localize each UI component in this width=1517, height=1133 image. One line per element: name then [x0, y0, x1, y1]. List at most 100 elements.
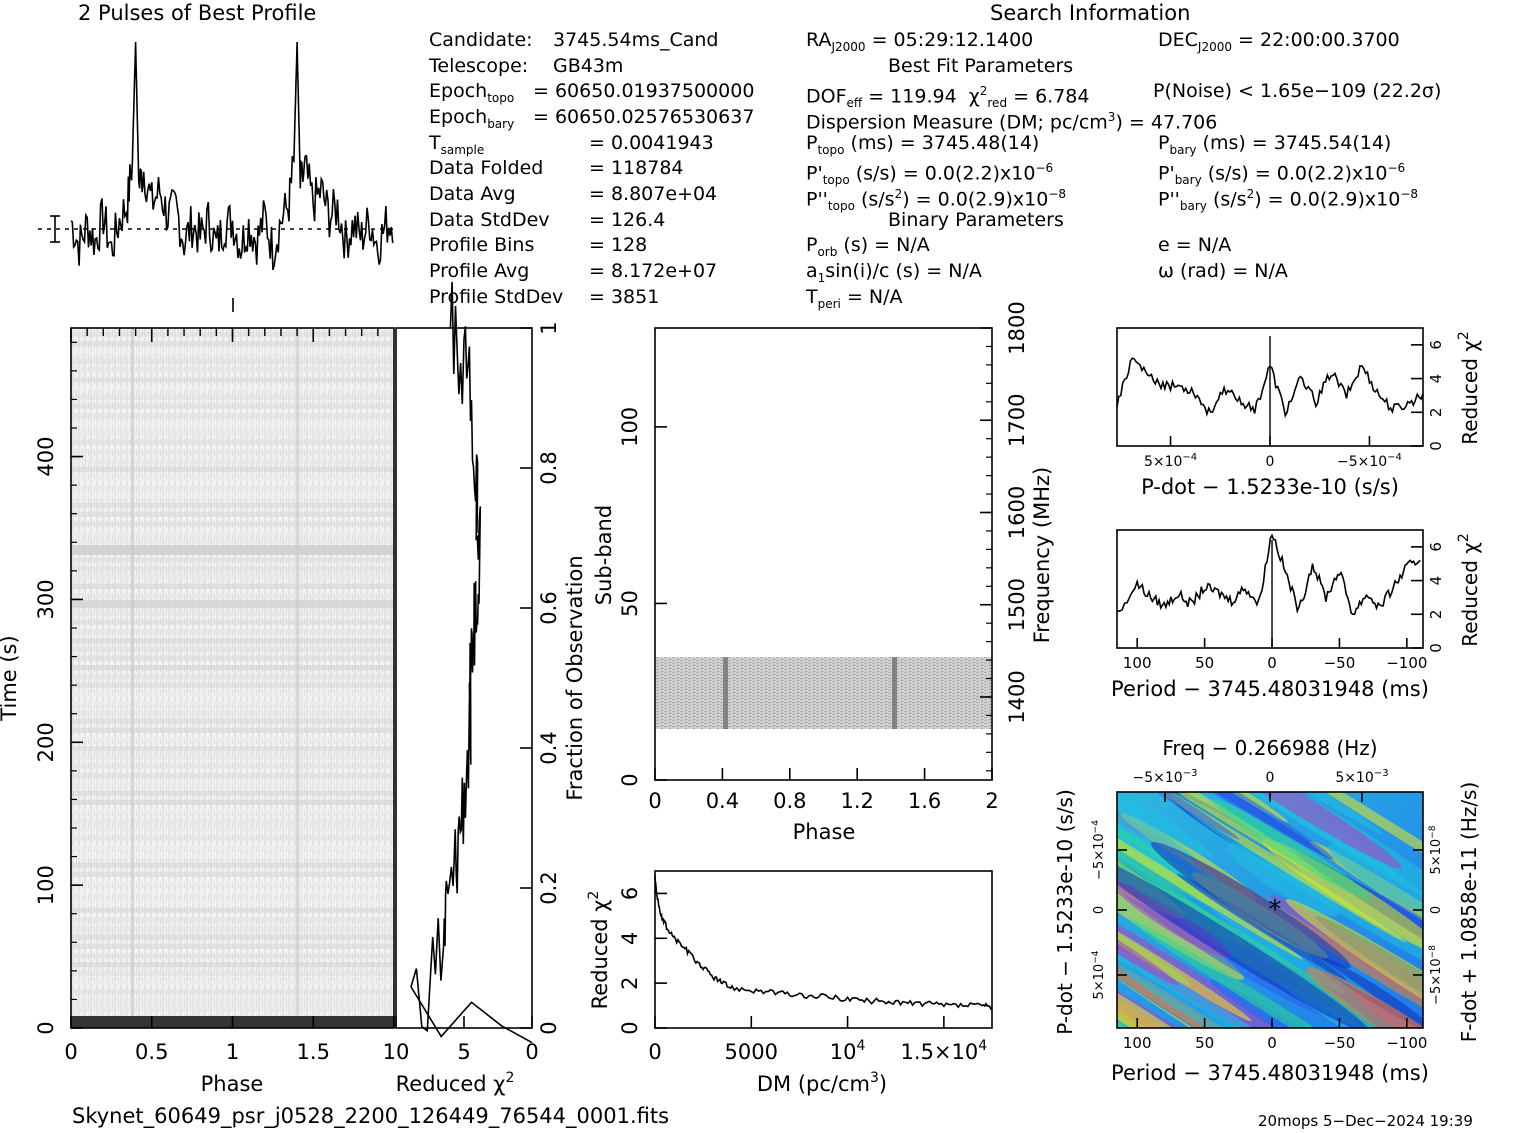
- info-tsample-value: = 0.0041943: [589, 132, 714, 154]
- chi2-time-plot: [395, 281, 533, 1044]
- info-profile-avg-label: Profile Avg: [429, 260, 530, 282]
- time-band: [71, 656, 394, 661]
- time-band: [71, 665, 394, 670]
- time-band: [71, 746, 394, 751]
- dm-xtick-labels: 0 5000 104 1.5×104: [648, 1038, 987, 1064]
- dm-chi2-label: Reduced χ2: [586, 891, 612, 1010]
- ppdot-contour: [1151, 841, 1351, 969]
- ytick-label: 2: [618, 976, 642, 989]
- subband-plot: [654, 327, 993, 781]
- info-data-folded-label: Data Folded: [429, 157, 544, 179]
- ytick-label: 50: [618, 590, 642, 617]
- subband-axis-label: Sub-band: [592, 505, 616, 605]
- pulse-column-1: [131, 328, 134, 1016]
- ytick-label: 0: [1427, 441, 1445, 451]
- xtick-label: 100: [1123, 1034, 1152, 1052]
- xtick-label: 100: [1123, 654, 1152, 672]
- time-band: [71, 449, 394, 454]
- chi2-time-xlabel: Reduced χ2: [396, 1070, 515, 1096]
- time-band: [71, 503, 394, 508]
- subband-frequency-labels: 1400 1500 1600 1700 1800: [1005, 301, 1029, 723]
- ppdot-contour: [1306, 967, 1423, 1028]
- time-band: [71, 845, 394, 850]
- info-data-folded-value: = 118784: [589, 157, 684, 179]
- footer-filename: Skynet_60649_psr_j0528_2200_126449_76544…: [72, 1104, 670, 1128]
- ytick-label: 0: [537, 1021, 561, 1034]
- ppdot-ytick-labels: −5×10−4 0 5×10−4: [1091, 820, 1107, 1000]
- freq-axis-label: Freq − 0.266988 (Hz): [1162, 736, 1377, 760]
- ytick-label: 400: [34, 437, 58, 477]
- time-band: [71, 404, 394, 409]
- time-band: [71, 917, 394, 922]
- xtick-label: 1.6: [908, 789, 941, 813]
- ytick-label: 0: [618, 773, 642, 786]
- xtick-label: 1.5: [297, 1040, 330, 1064]
- time-band: [71, 872, 394, 877]
- info-pdot-topo: P'topo (s/s) = 0.0(2.2)x10−6: [806, 161, 1054, 188]
- time-band: [71, 971, 394, 976]
- subband-pulse-2: [892, 657, 897, 729]
- ppdot-contour: [1117, 944, 1239, 1028]
- time-axis-label: Time (s): [0, 635, 21, 721]
- info-profile-stddev-label: Profile StdDev: [429, 286, 564, 308]
- xtick-label: 1.5×104: [901, 1038, 988, 1064]
- chi2-time-line: [410, 281, 533, 1044]
- phase-axis-label: Phase: [201, 1072, 264, 1096]
- ppdot-contour: [1285, 899, 1423, 1028]
- time-band: [71, 710, 394, 715]
- xtick-label: 0: [64, 1040, 77, 1064]
- time-band: [71, 719, 394, 724]
- xtick-label: 104: [830, 1038, 866, 1064]
- time-band: [71, 935, 394, 940]
- ytick-label: 0.4: [537, 731, 561, 764]
- dm-ytick-labels: 0 2 4 6: [618, 887, 642, 1035]
- ytick-label: 4: [618, 932, 642, 945]
- time-band: [71, 755, 394, 760]
- time-band: [71, 611, 394, 616]
- ppdot-contour: [1138, 792, 1260, 817]
- pdot-axis-label: P-dot − 1.5233e-10 (s/s): [1141, 475, 1399, 499]
- y2tick-label: 1400: [1005, 670, 1029, 723]
- time-band: [71, 854, 394, 859]
- ppdot-best-marker: *: [1269, 895, 1282, 925]
- time-band: [71, 575, 394, 580]
- xtick-label: 0: [1267, 1034, 1277, 1052]
- info-ra: RAJ2000 = 05:29:12.1400: [806, 29, 1034, 54]
- ytick-label: 4: [1427, 374, 1445, 384]
- time-band: [71, 773, 394, 778]
- info-candidate-value: 3745.54ms_Cand: [553, 29, 719, 51]
- time-band: [71, 647, 394, 652]
- time-band: [71, 539, 394, 544]
- y2tick-label: 1600: [1005, 486, 1029, 539]
- time-band: [71, 881, 394, 886]
- time-band: [71, 683, 394, 688]
- ppdot-ticks: [1117, 792, 1423, 1028]
- best-fit-title: Best Fit Parameters: [888, 55, 1074, 77]
- y2tick-label: 1700: [1005, 394, 1029, 447]
- ytick-label: 4: [1427, 576, 1445, 586]
- ytick-label: −5×10−4: [1091, 820, 1107, 880]
- info-tsample-label: Tsample: [429, 132, 485, 157]
- time-band: [71, 998, 394, 1003]
- ytick-label: 6: [618, 887, 642, 900]
- dm-line: [654, 875, 993, 1011]
- chi2-time-frame: [395, 327, 533, 1029]
- subband-ticks: [654, 327, 993, 781]
- ppdot-fdot-label: F-dot + 1.0858e-11 (Hz/s): [1457, 782, 1481, 1043]
- xtick-label: 0: [1266, 454, 1275, 470]
- info-dec: DECJ2000 = 22:00:00.3700: [1158, 29, 1400, 54]
- ppdot-contour: [1117, 900, 1252, 1022]
- x2tick-label: 0: [1266, 770, 1275, 786]
- time-band: [71, 782, 394, 787]
- time-band: [71, 368, 394, 373]
- xtick-label: 0.8: [773, 789, 806, 813]
- ppdot-contour: [1227, 843, 1339, 916]
- dm-frame: [654, 870, 993, 1029]
- ppdot-contour: [1117, 853, 1372, 1028]
- profile-line: [70, 41, 394, 271]
- ppdot-fdot-tick-labels: 5×10−8 0 −5×10−8: [1428, 825, 1444, 1005]
- y2tick-label: 0: [1429, 906, 1444, 914]
- dm-ticks: [654, 892, 945, 1029]
- info-p-topo: Ptopo (ms) = 3745.48(14): [806, 132, 1040, 157]
- xtick-label: 1.2: [840, 789, 873, 813]
